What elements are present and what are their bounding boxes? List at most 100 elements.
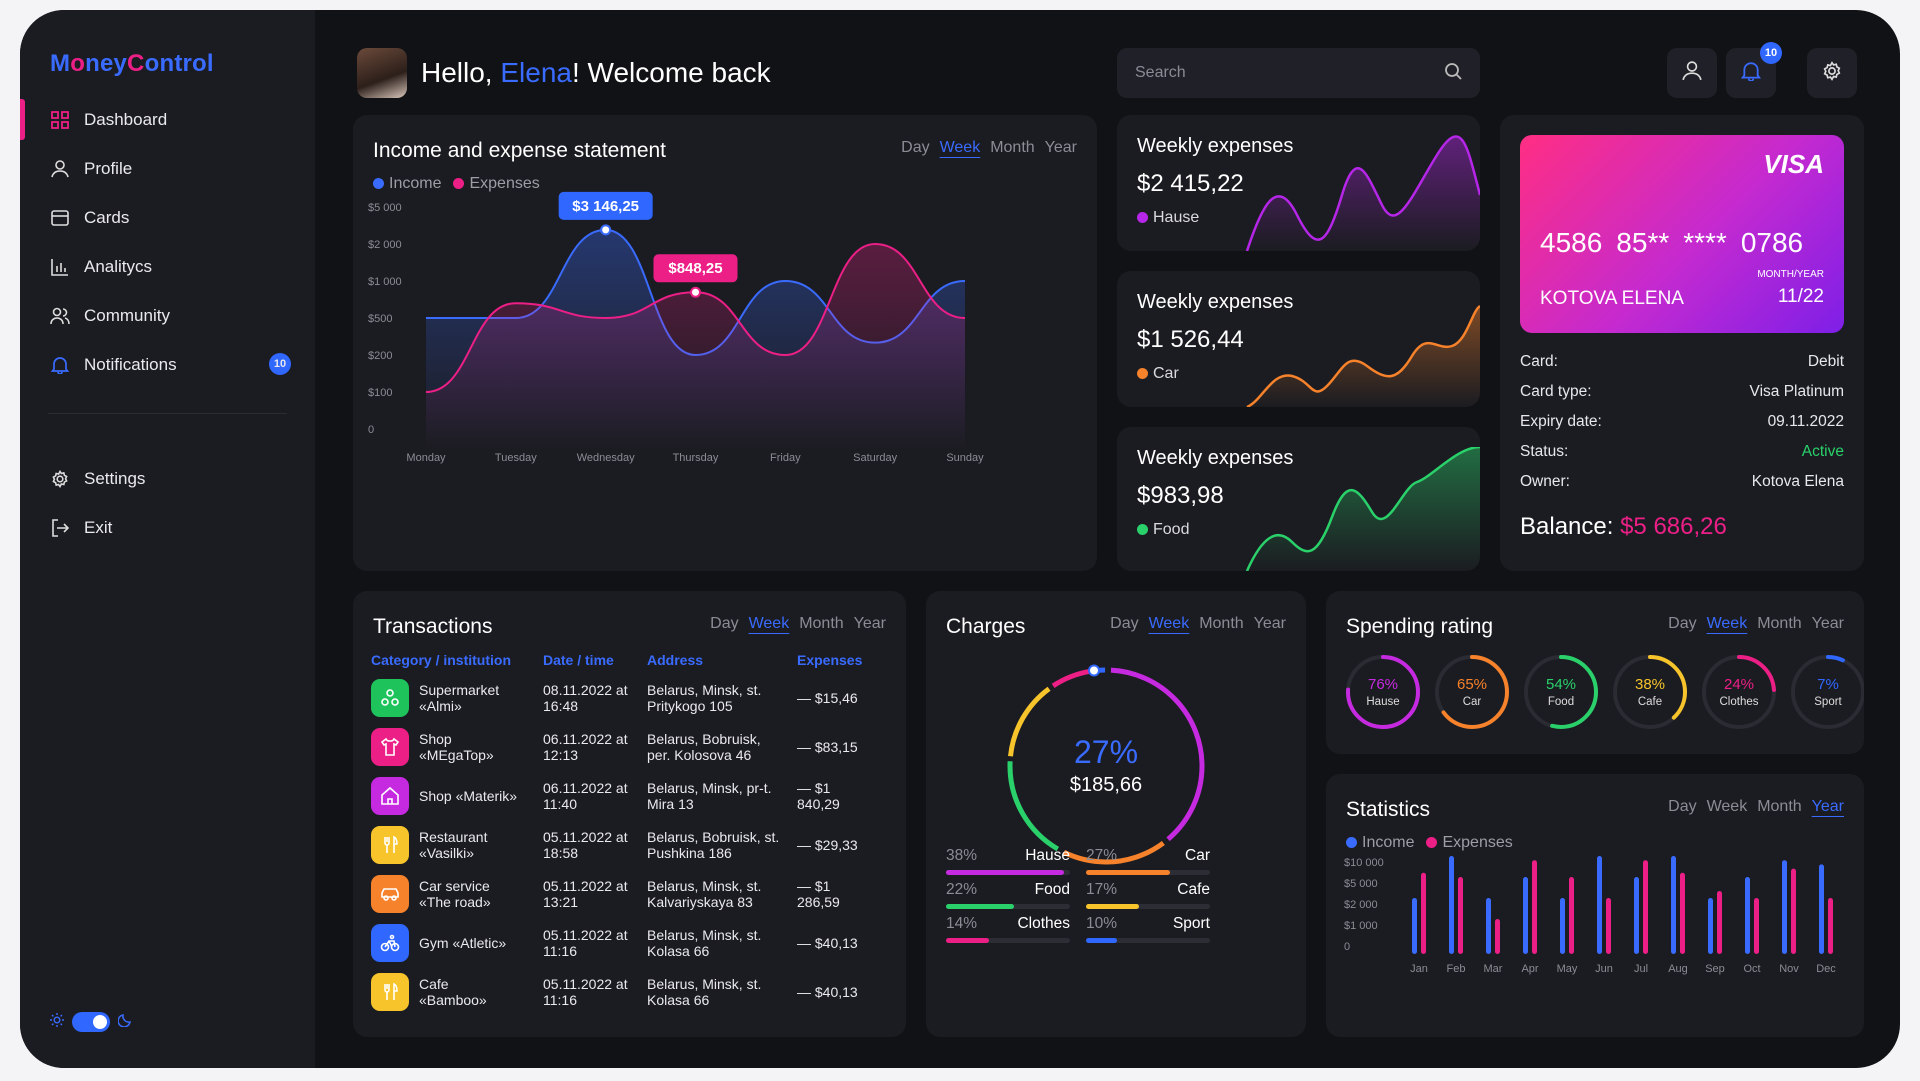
x-tick-label: Wednesday — [577, 452, 635, 464]
logo[interactable]: MoneyControl — [50, 50, 214, 77]
bar-expenses — [1495, 919, 1500, 954]
charge-name: Car — [1185, 847, 1210, 864]
search-input[interactable] — [1135, 64, 1415, 82]
tx-category: Cafe «Bamboo» — [371, 967, 543, 1016]
tab-week[interactable]: Week — [1148, 615, 1190, 632]
tx-name: Car service «The road» — [419, 877, 491, 910]
tab-month[interactable]: Month — [1757, 615, 1802, 632]
table-row[interactable]: Shop «MEgaTop» 06.11.2022 at 12:13 Belar… — [371, 722, 887, 771]
moon-icon — [117, 1013, 132, 1032]
tx-date: 06.11.2022 at 11:40 — [543, 779, 628, 812]
tab-day[interactable]: Day — [710, 615, 739, 632]
legend-expenses: Expenses — [1426, 834, 1513, 852]
status-badge: Active — [1801, 443, 1844, 460]
bar-expenses — [1828, 898, 1833, 954]
x-tick-label: Friday — [770, 452, 801, 464]
table-row[interactable]: Gym «Atletic» 05.11.2022 at 11:16 Belaru… — [371, 918, 887, 967]
highlight-point[interactable] — [690, 286, 701, 298]
y-tick-label: $5 000 — [368, 202, 402, 214]
tab-month[interactable]: Month — [990, 139, 1035, 156]
sidebar-item-analytics[interactable]: Analitycs — [20, 242, 315, 291]
tab-week[interactable]: Week — [748, 615, 790, 632]
tx-amount: — $40,13 — [797, 934, 858, 951]
tab-year[interactable]: Year — [1811, 798, 1844, 815]
tab-day[interactable]: Day — [1668, 615, 1697, 632]
avatar[interactable] — [357, 48, 407, 98]
tab-year[interactable]: Year — [1044, 139, 1077, 156]
rating-cafe[interactable]: 38% Cafe — [1611, 653, 1689, 731]
sidebar-item-cards[interactable]: Cards — [20, 193, 315, 242]
tx-address: Belarus, Minsk, st. Kolasa 66 — [647, 926, 762, 959]
sidebar-item-exit[interactable]: Exit — [20, 503, 315, 552]
tab-day[interactable]: Day — [901, 139, 930, 156]
visa-card[interactable]: VISA 4586 85** **** 0786 KOTOVA ELENA MONTH… — [1520, 135, 1844, 333]
profile-button[interactable] — [1667, 48, 1717, 98]
bar-expenses — [1421, 872, 1426, 954]
tx-date: 05.11.2022 at 11:16 — [543, 926, 628, 959]
bar-income — [1708, 898, 1713, 954]
table-header: Category / institution Date / time Addre… — [371, 652, 863, 668]
tx-amount: — $40,13 — [797, 983, 858, 1000]
tx-category: Shop «MEgaTop» — [371, 722, 543, 771]
y-tick-label: $2 000 — [1344, 899, 1378, 911]
tab-year[interactable]: Year — [1253, 615, 1286, 632]
sidebar-item-settings[interactable]: Settings — [20, 454, 315, 503]
progress-ring — [1791, 655, 1864, 729]
tab-year[interactable]: Year — [1811, 615, 1844, 632]
x-tick-label: Jul — [1634, 963, 1648, 975]
tooltip-expenses — [653, 254, 738, 283]
rating-clothes[interactable]: 24% Clothes — [1700, 653, 1778, 731]
card-title: Weekly expenses — [1137, 291, 1294, 313]
bar-income — [1671, 856, 1676, 954]
table-row[interactable]: Supermarket «Almi» 08.11.2022 at 16:48 B… — [371, 673, 887, 722]
theme-toggle[interactable] — [72, 1012, 110, 1032]
x-tick-label: Tuesday — [495, 452, 537, 464]
card-holder: KOTOVA ELENA — [1540, 288, 1684, 309]
sidebar-item-dashboard[interactable]: Dashboard — [20, 95, 315, 144]
tab-month[interactable]: Month — [799, 615, 844, 632]
y-tick-label: $100 — [368, 387, 392, 399]
bar-income — [1412, 898, 1417, 954]
tab-day[interactable]: Day — [1110, 615, 1139, 632]
charge-name: Food — [1034, 881, 1070, 898]
rating-car[interactable]: 65% Car — [1433, 653, 1511, 731]
notifications-button[interactable]: 10 — [1726, 42, 1782, 98]
table-row[interactable]: Shop «Materik» 06.11.2022 at 11:40 Belar… — [371, 771, 887, 820]
charge-name: Hause — [1025, 847, 1070, 864]
tab-week[interactable]: Week — [1706, 615, 1748, 632]
bar-expenses — [1680, 872, 1685, 954]
rating-label: Sport — [1814, 696, 1842, 708]
bar-income — [1560, 898, 1565, 954]
table-row[interactable]: Cafe «Bamboo» 05.11.2022 at 11:16 Belaru… — [371, 967, 887, 1016]
bar-expenses — [1717, 891, 1722, 954]
info-row: Status: Active — [1520, 443, 1844, 460]
rating-food[interactable]: 54% Food — [1522, 653, 1600, 731]
search-box — [1117, 48, 1480, 98]
tab-month[interactable]: Month — [1757, 798, 1802, 815]
tab-day[interactable]: Day — [1668, 798, 1697, 815]
charge-bar-fill — [946, 938, 990, 943]
search-icon[interactable] — [1444, 62, 1462, 85]
table-row[interactable]: Car service «The road» 05.11.2022 at 13:… — [371, 869, 887, 918]
tab-year[interactable]: Year — [853, 615, 886, 632]
tx-amount: — $83,15 — [797, 738, 858, 755]
legend-income: Income — [373, 175, 441, 193]
charges-donut — [1007, 664, 1205, 865]
app-window: MoneyControl Dashboard Profile Cards Ana… — [20, 10, 1900, 1068]
sidebar-item-profile[interactable]: Profile — [20, 144, 315, 193]
notification-badge: 10 — [1760, 42, 1782, 64]
settings-button[interactable] — [1807, 48, 1857, 98]
sidebar-item-community[interactable]: Community — [20, 291, 315, 340]
tab-week[interactable]: Week — [1706, 798, 1748, 815]
visa-logo: VISA — [1763, 149, 1824, 179]
rating-sport[interactable]: 7% Sport — [1789, 653, 1864, 731]
bar-expenses — [1532, 860, 1537, 954]
table-row[interactable]: Restaurant «Vasilki» 05.11.2022 at 18:58… — [371, 820, 887, 869]
rating-hause[interactable]: 76% Hause — [1344, 653, 1422, 731]
charge-bar — [946, 870, 1070, 875]
sidebar-item-notifications[interactable]: Notifications 10 — [20, 340, 315, 389]
highlight-point[interactable] — [600, 224, 612, 236]
user-icon — [50, 159, 70, 179]
tab-month[interactable]: Month — [1199, 615, 1244, 632]
tab-week[interactable]: Week — [939, 139, 981, 156]
